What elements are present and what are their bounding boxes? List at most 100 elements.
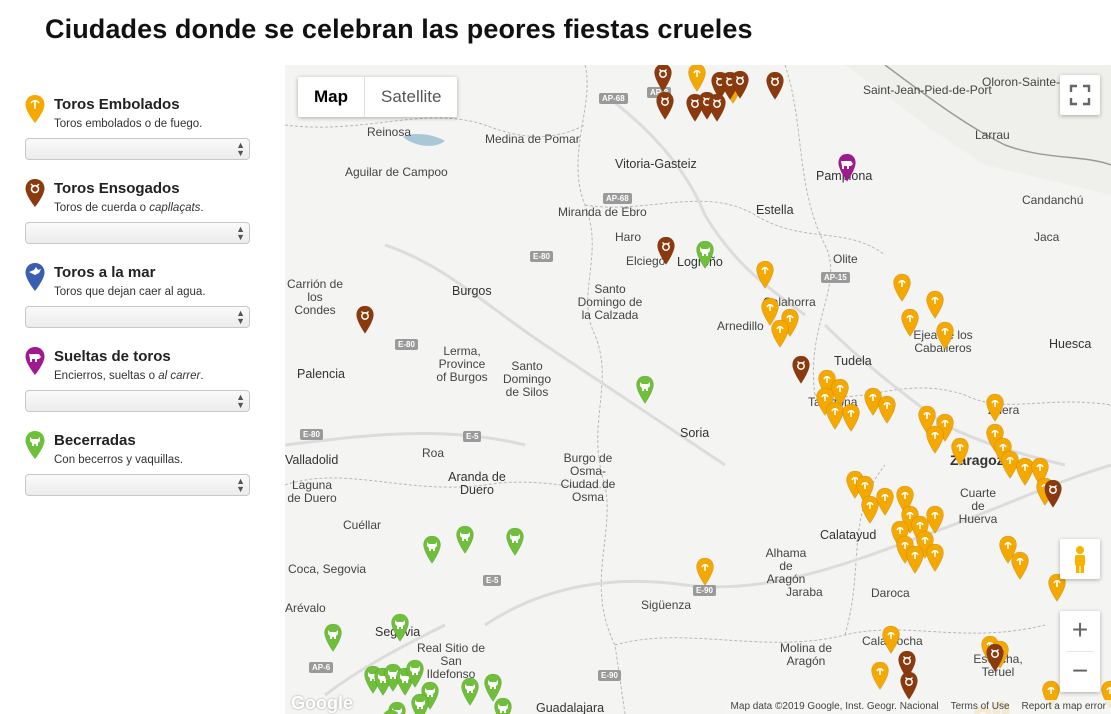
city-jaca: Jaca bbox=[1034, 230, 1060, 244]
marker-toros-embolados[interactable] bbox=[900, 308, 920, 338]
city-siguenza: Sigüenza bbox=[641, 598, 692, 612]
road-e80-b: E-80 bbox=[395, 339, 418, 350]
city-haro: Haro bbox=[615, 230, 642, 244]
marker-toros-embolados[interactable] bbox=[1010, 551, 1030, 581]
map-canvas[interactable]: Reinosa Medina de Pomar Aguilar de Campo… bbox=[285, 65, 1111, 714]
marker-toros-ensogados[interactable] bbox=[985, 643, 1005, 673]
marker-becerradas[interactable] bbox=[381, 709, 401, 714]
marker-becerradas[interactable] bbox=[410, 693, 430, 714]
zoom-out-button[interactable]: − bbox=[1071, 655, 1089, 686]
zoom-in-button[interactable]: + bbox=[1071, 614, 1089, 645]
marker-becerradas[interactable] bbox=[483, 673, 503, 703]
city-santo-domingo: Santo Domingo de la Calzada bbox=[577, 282, 643, 322]
marker-toros-embolados[interactable] bbox=[935, 321, 955, 351]
city-aguilar-de-campoo: Aguilar de Campoo bbox=[345, 165, 448, 179]
marker-toros-ensogados[interactable] bbox=[653, 65, 673, 93]
road-e90-b: E-90 bbox=[598, 670, 621, 681]
street-view-button[interactable] bbox=[1060, 539, 1100, 579]
marker-toros-embolados[interactable] bbox=[925, 290, 945, 320]
marker-toros-ensogados[interactable] bbox=[791, 355, 811, 385]
marker-toros-embolados[interactable] bbox=[825, 401, 845, 431]
city-carrion: Carrión de los Condes bbox=[286, 277, 344, 317]
category-select-embolados[interactable]: ▲ ▼ bbox=[25, 138, 250, 160]
marker-toros-embolados[interactable] bbox=[925, 425, 945, 455]
category-select-becerradas[interactable]: ▲ ▼ bbox=[25, 474, 250, 496]
marker-becerradas[interactable] bbox=[695, 240, 715, 270]
map-type-map-button[interactable]: Map bbox=[298, 77, 365, 117]
city-candanchu: Candanchú bbox=[1022, 193, 1084, 207]
marker-toros-ensogados[interactable] bbox=[1043, 479, 1063, 509]
category-select-ensogados[interactable]: ▲ ▼ bbox=[25, 222, 250, 244]
marker-becerradas[interactable] bbox=[390, 613, 410, 643]
city-vitoria-gasteiz: Vitoria-Gasteiz bbox=[615, 157, 697, 171]
marker-toros-embolados[interactable] bbox=[1000, 450, 1020, 480]
marker-toros-ensogados[interactable] bbox=[730, 70, 750, 100]
marker-toros-embolados[interactable] bbox=[998, 535, 1018, 565]
marker-toros-ensogados[interactable] bbox=[707, 93, 727, 123]
marker-becerradas[interactable] bbox=[635, 375, 655, 405]
city-calatayud: Calatayud bbox=[820, 528, 877, 542]
marker-toros-embolados[interactable] bbox=[870, 661, 890, 691]
marker-toros-embolados[interactable] bbox=[892, 273, 912, 303]
marker-toros-embolados[interactable] bbox=[1015, 457, 1035, 487]
city-guadalajara: Guadalajara bbox=[536, 701, 605, 714]
marker-toros-embolados[interactable] bbox=[695, 557, 715, 587]
marker-toros-embolados[interactable] bbox=[877, 395, 897, 425]
marker-toros-embolados[interactable] bbox=[925, 543, 945, 573]
google-logo: Google bbox=[291, 693, 353, 713]
road-ap68: AP-68 bbox=[599, 93, 628, 104]
marker-toros-ensogados[interactable] bbox=[897, 650, 917, 680]
city-olite: Olite bbox=[833, 252, 858, 266]
marker-toros-embolados[interactable] bbox=[860, 495, 880, 525]
marker-toros-embolados[interactable] bbox=[950, 437, 970, 467]
city-molina-de-aragon: Molina de Aragón bbox=[779, 641, 833, 668]
marker-becerradas[interactable] bbox=[323, 623, 343, 653]
marker-toros-embolados[interactable] bbox=[755, 260, 775, 290]
marker-toros-embolados[interactable] bbox=[863, 387, 883, 417]
city-santo-domingo-de-silos: Santo Domingo de Silos bbox=[502, 359, 552, 399]
marker-becerradas[interactable] bbox=[405, 659, 425, 689]
city-estella: Estella bbox=[756, 203, 794, 217]
marker-toros-embolados[interactable] bbox=[687, 65, 707, 93]
category-select-mar[interactable]: ▲ ▼ bbox=[25, 306, 250, 328]
marker-becerradas[interactable] bbox=[455, 525, 475, 555]
marker-toros-ensogados[interactable] bbox=[655, 91, 675, 121]
category-description: Con becerros y vaquillas. bbox=[54, 454, 184, 466]
marker-becerradas[interactable] bbox=[460, 677, 480, 707]
map-data-credit: Map data ©2019 Google, Inst. Geogr. Naci… bbox=[730, 701, 939, 712]
category-description: Toros de cuerda o capllaçats. bbox=[54, 202, 204, 214]
category-name: Toros Ensogados bbox=[54, 180, 180, 197]
city-arnedillo: Arnedillo bbox=[717, 319, 764, 333]
report-error-link[interactable]: Report a map error bbox=[1021, 701, 1106, 712]
road-ap68-b: AP-68 bbox=[603, 193, 632, 204]
desc-italic: capllaçats bbox=[149, 202, 201, 214]
marker-becerradas[interactable] bbox=[422, 535, 442, 565]
category-name: Toros Embolados bbox=[54, 96, 180, 113]
marker-toros-ensogados[interactable] bbox=[765, 71, 785, 101]
marker-toros-ensogados[interactable] bbox=[899, 671, 919, 701]
terms-of-use-link[interactable]: Terms of Use bbox=[950, 701, 1010, 712]
category-embolados: Toros Embolados Toros embolados o de fue… bbox=[24, 92, 252, 176]
marker-toros-embolados[interactable] bbox=[985, 393, 1005, 423]
category-select-sueltas[interactable]: ▲ ▼ bbox=[25, 390, 250, 412]
road-e5: E-5 bbox=[463, 431, 482, 442]
marker-becerradas[interactable] bbox=[505, 527, 525, 557]
marker-toros-embolados[interactable] bbox=[905, 545, 925, 575]
marker-toros-embolados[interactable] bbox=[881, 625, 901, 655]
marker-toros-embolados[interactable] bbox=[760, 297, 780, 327]
map-type-satellite-button[interactable]: Satellite bbox=[381, 87, 442, 106]
marker-toros-ensogados[interactable] bbox=[656, 236, 676, 266]
pegman-icon bbox=[1075, 546, 1085, 573]
marker-becerradas[interactable] bbox=[493, 697, 513, 714]
category-becerradas: Becerradas Con becerros y vaquillas. ▲ ▼ bbox=[24, 428, 252, 512]
fullscreen-button[interactable] bbox=[1060, 75, 1100, 115]
city-laguna-de-duero: Laguna de Duero bbox=[287, 478, 337, 505]
marker-sueltas-de-toros[interactable] bbox=[837, 153, 857, 183]
marker-toros-embolados[interactable] bbox=[770, 319, 790, 349]
marker-toros-ensogados[interactable] bbox=[355, 305, 375, 335]
city-coca: Coca, Segovia bbox=[288, 562, 367, 576]
marker-toros-embolados[interactable] bbox=[925, 505, 945, 535]
marker-becerradas[interactable] bbox=[383, 663, 403, 693]
marker-toros-embolados[interactable] bbox=[841, 403, 861, 433]
marker-toros-embolados[interactable] bbox=[875, 487, 895, 517]
